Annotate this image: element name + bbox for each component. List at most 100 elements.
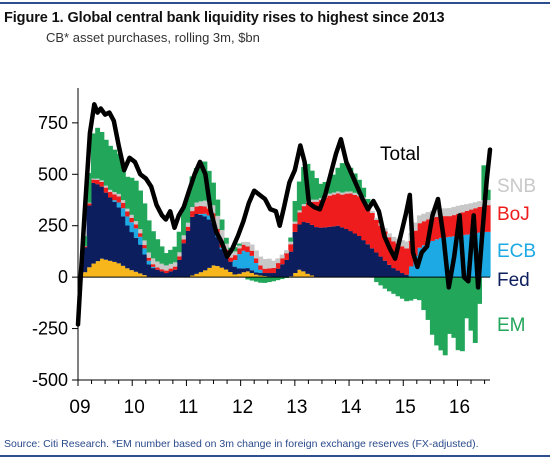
boj-bar bbox=[159, 269, 165, 272]
em-bar bbox=[193, 168, 199, 203]
fed-bar bbox=[172, 269, 178, 278]
snb-bar bbox=[129, 214, 135, 218]
boj-bar bbox=[249, 250, 255, 256]
fed-bar bbox=[271, 273, 277, 278]
fed-bar bbox=[249, 270, 255, 274]
other-bar bbox=[198, 272, 204, 278]
em-bar bbox=[429, 277, 435, 335]
em-bar bbox=[271, 277, 277, 282]
fed-bar bbox=[352, 233, 358, 278]
snb-bar bbox=[296, 210, 302, 213]
boj-bar bbox=[339, 194, 345, 228]
boj-bar bbox=[172, 266, 178, 270]
x-tick-label: 10 bbox=[124, 397, 145, 418]
fed-bar bbox=[288, 251, 294, 277]
fed-bar bbox=[215, 237, 221, 267]
boj-label: BoJ bbox=[497, 204, 530, 225]
boj-bar bbox=[99, 182, 105, 187]
boj-bar bbox=[331, 194, 337, 227]
fed-bar bbox=[369, 248, 375, 278]
snb-bar bbox=[211, 205, 216, 214]
snb-bar bbox=[236, 245, 242, 249]
ecb-bar bbox=[133, 228, 139, 238]
snb-bar bbox=[103, 185, 109, 188]
em-bar bbox=[417, 277, 422, 301]
ecb-bar bbox=[249, 255, 255, 271]
fed-bar bbox=[150, 268, 156, 278]
boj-bar bbox=[348, 193, 354, 232]
snb-bar bbox=[271, 260, 277, 268]
em-bar bbox=[481, 165, 487, 201]
em-bar bbox=[176, 231, 182, 253]
snb-bar bbox=[90, 178, 96, 180]
ecb-bar bbox=[202, 213, 208, 217]
boj-bar bbox=[181, 239, 186, 244]
em-bar bbox=[395, 277, 401, 297]
em-bar bbox=[455, 277, 461, 351]
snb-bar bbox=[451, 206, 457, 216]
em-bar bbox=[211, 182, 216, 206]
snb-bar bbox=[352, 192, 358, 195]
fed-bar bbox=[275, 268, 281, 278]
x-tick-label: 14 bbox=[340, 397, 362, 418]
fed-bar bbox=[112, 201, 118, 262]
snb-bar bbox=[193, 202, 199, 207]
em-bar bbox=[279, 277, 285, 280]
em-bar bbox=[421, 277, 427, 311]
fed-bar bbox=[378, 256, 384, 278]
snb-bar bbox=[374, 217, 380, 220]
em-bar bbox=[459, 277, 465, 352]
em-bar bbox=[150, 231, 156, 259]
stacked-areas bbox=[82, 127, 491, 356]
fed-bar bbox=[146, 264, 152, 277]
ecb-bar bbox=[425, 242, 431, 278]
fed-bar bbox=[266, 273, 272, 277]
x-tick-label: 13 bbox=[286, 397, 307, 418]
em-bar bbox=[464, 277, 470, 319]
boj-bar bbox=[150, 264, 156, 267]
snb-bar bbox=[99, 180, 105, 182]
snb-bar bbox=[116, 193, 122, 197]
other-bar bbox=[108, 260, 113, 278]
fed-bar bbox=[262, 273, 268, 277]
boj-bar bbox=[185, 226, 191, 231]
ecb-label: ECB bbox=[497, 241, 536, 262]
x-tick-label: 15 bbox=[395, 397, 416, 418]
boj-bar bbox=[378, 225, 384, 257]
ecb-bar bbox=[421, 245, 427, 278]
fed-bar bbox=[168, 271, 174, 278]
ecb-bar bbox=[142, 248, 148, 255]
em-bar bbox=[339, 163, 345, 193]
other-bar bbox=[309, 275, 315, 278]
em-bar bbox=[365, 198, 371, 204]
snb-bar bbox=[86, 202, 92, 204]
fed-bar bbox=[120, 216, 126, 266]
em-bar bbox=[172, 246, 178, 263]
em-bar bbox=[468, 277, 474, 331]
em-bar bbox=[219, 219, 225, 230]
other-bar bbox=[125, 268, 131, 278]
fed-bar bbox=[284, 259, 289, 278]
other-bar bbox=[103, 259, 109, 278]
fed-bar bbox=[335, 225, 341, 278]
boj-bar bbox=[275, 263, 281, 269]
em-bar bbox=[253, 277, 259, 282]
fed-bar bbox=[103, 192, 109, 260]
boj-bar bbox=[138, 233, 143, 237]
snb-bar bbox=[477, 201, 483, 207]
boj-bar bbox=[344, 193, 349, 229]
boj-bar bbox=[288, 244, 294, 252]
y-tick-label: 750 bbox=[38, 113, 68, 133]
ecb-bar bbox=[455, 235, 461, 278]
em-bar bbox=[215, 199, 221, 216]
fed-bar bbox=[365, 244, 371, 278]
snb-bar bbox=[150, 258, 156, 265]
em-bar bbox=[408, 277, 414, 301]
boj-bar bbox=[296, 212, 302, 225]
fed-bar bbox=[159, 271, 165, 278]
ecb-bar bbox=[120, 208, 126, 217]
fed-bar bbox=[90, 182, 96, 264]
x-tick-label: 16 bbox=[449, 397, 470, 418]
fed-bar bbox=[86, 205, 92, 268]
boj-bar bbox=[189, 211, 195, 217]
